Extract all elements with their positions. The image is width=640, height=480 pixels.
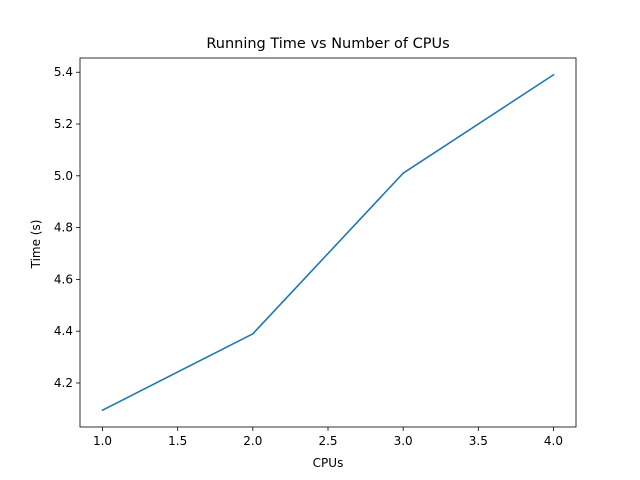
x-tick-label: 1.0	[93, 434, 112, 448]
y-tick-label: 5.4	[54, 65, 73, 79]
y-tick-label: 5.0	[54, 169, 73, 183]
y-tick-label: 5.2	[54, 117, 73, 131]
y-tick-label: 4.6	[54, 272, 73, 286]
chart-title: Running Time vs Number of CPUs	[206, 36, 449, 52]
y-tick-label: 4.8	[54, 221, 73, 235]
axes-frame	[79, 57, 577, 428]
x-tick-label: 2.0	[243, 434, 262, 448]
x-tick-label: 3.0	[394, 434, 413, 448]
y-tick-label: 4.4	[54, 324, 73, 338]
y-tick-label: 4.2	[54, 376, 73, 390]
x-tick-label: 1.5	[168, 434, 187, 448]
plot-area: 1.0 1.5 2.0 2.5 3.0 3.5 4.0 4.2 4.4 4.6 4.8 5.0 5.2 5…	[54, 57, 577, 448]
x-tick-label: 3.5	[469, 434, 488, 448]
x-axis-label: CPUs	[313, 456, 344, 470]
x-tick-label: 4.0	[544, 434, 563, 448]
series-line-0	[101, 73, 555, 412]
x-tick-label: 2.5	[318, 434, 337, 448]
y-axis-label: Time (s)	[29, 220, 43, 270]
